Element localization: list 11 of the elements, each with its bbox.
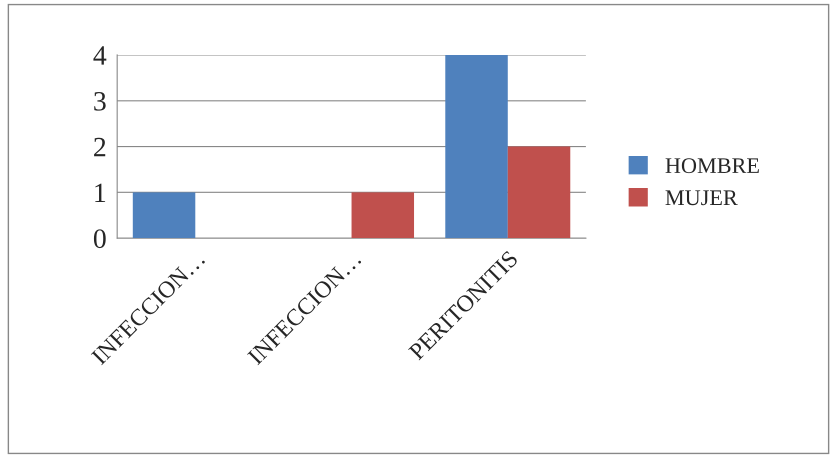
y-tick-label: 4: [93, 46, 106, 65]
legend-label: HOMBRE: [666, 158, 759, 174]
bar: [445, 54, 508, 238]
y-tick-label: 1: [95, 184, 106, 202]
bar: [508, 146, 570, 238]
bar: [352, 192, 414, 238]
legend-label: MUJER: [666, 190, 738, 206]
y-tick-label: 2: [94, 138, 106, 156]
y-tick-label: 0: [94, 229, 106, 248]
y-tick-label: 3: [94, 92, 106, 111]
bar: [132, 192, 196, 238]
